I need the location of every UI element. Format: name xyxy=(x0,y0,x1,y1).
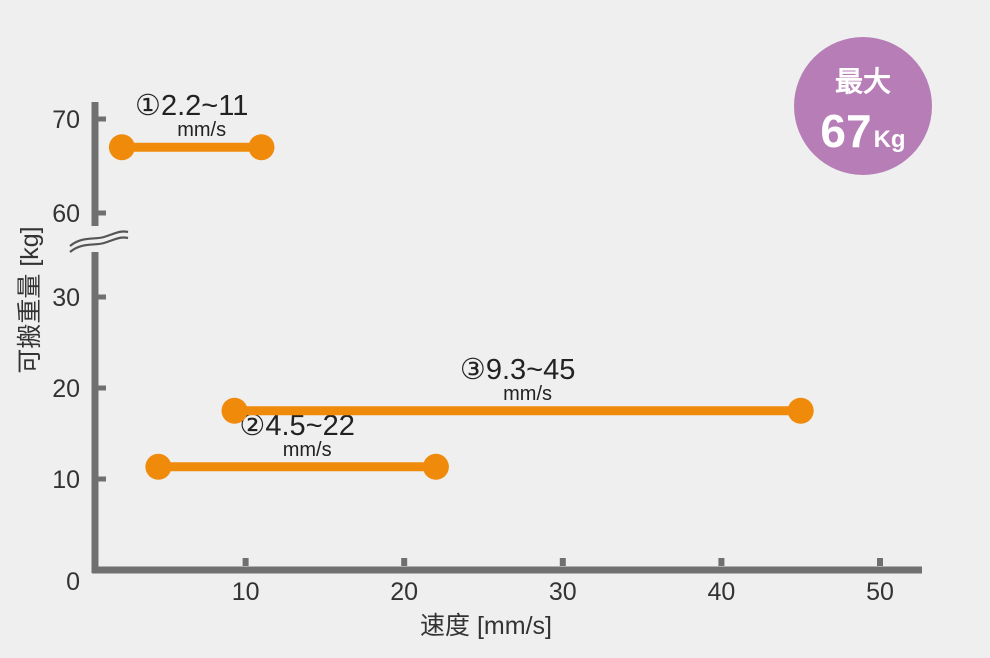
x-tick-label: 10 xyxy=(232,578,260,606)
badge-title: 最大 xyxy=(835,65,891,98)
range-end-point-3 xyxy=(787,397,814,424)
x-tick-label: 50 xyxy=(866,578,894,606)
badge-unit: Kg xyxy=(874,126,906,153)
x-axis-label: 速度 [mm/s] xyxy=(420,612,552,640)
axes xyxy=(91,102,922,574)
badge-value-line: 67Kg xyxy=(820,105,905,157)
x-tick-label: 40 xyxy=(707,578,735,606)
axis-break-marker xyxy=(69,226,132,253)
badge-circle xyxy=(794,37,932,175)
range-unit-2: mm/s xyxy=(283,439,332,461)
max-payload-badge: 最大 67Kg xyxy=(794,37,932,175)
y-ticks: 0 10 20 30 60 70 xyxy=(52,106,106,596)
x-ticks: 10 20 30 40 50 xyxy=(232,558,894,606)
y-tick-label: 60 xyxy=(52,200,80,228)
range-label-3: ③9.3~45 xyxy=(460,354,576,386)
range-unit-3: mm/s xyxy=(503,383,552,405)
y-tick-label: 30 xyxy=(52,284,80,312)
x-tick-label: 30 xyxy=(549,578,577,606)
y-tick-label: 70 xyxy=(52,106,80,134)
range-label-1: ①2.2~11 xyxy=(135,90,248,122)
range-start-point-1 xyxy=(108,134,135,161)
y-axis-label: 可搬重量 [kg] xyxy=(16,226,44,373)
range-end-point-1 xyxy=(248,134,275,161)
range-start-point-3 xyxy=(221,397,248,424)
y-tick-label: 20 xyxy=(52,375,80,403)
range-start-point-2 xyxy=(145,453,172,480)
badge-value: 67 xyxy=(820,105,871,157)
y-tick-label: 0 xyxy=(66,568,80,596)
y-tick-label: 10 xyxy=(52,466,80,494)
x-tick-label: 20 xyxy=(390,578,418,606)
range-end-point-2 xyxy=(422,453,449,480)
range-unit-1: mm/s xyxy=(177,119,226,141)
